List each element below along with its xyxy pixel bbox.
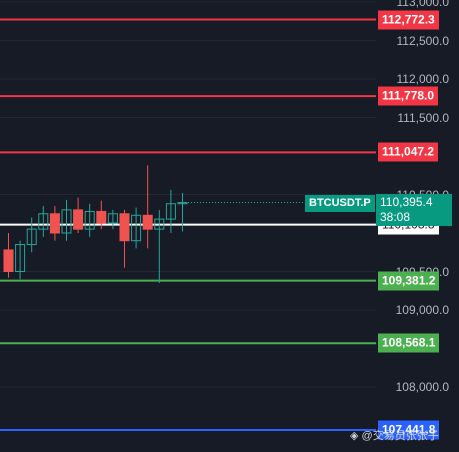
candle-up[interactable] xyxy=(61,209,72,234)
candle-up[interactable] xyxy=(26,228,37,246)
price-tick-label: 108,000.0 xyxy=(395,380,449,394)
chart-area[interactable] xyxy=(0,0,376,452)
candle-up[interactable] xyxy=(107,213,118,224)
candle-down[interactable] xyxy=(73,209,84,230)
level-price-tag: 109,381.2 xyxy=(378,271,440,291)
symbol-label: BTCUSDT.P xyxy=(305,195,375,212)
price-axis[interactable]: 113,000.0 112,500.0 112,000.0 111,500.0 110,… xyxy=(376,0,459,452)
price-tick-label: 113,000.0 xyxy=(396,0,450,9)
candle-down[interactable] xyxy=(96,210,107,224)
candle-down[interactable] xyxy=(119,213,130,242)
level-price-tag: 111,047.2 xyxy=(378,142,439,162)
candle-down[interactable] xyxy=(49,213,60,234)
candle-down[interactable] xyxy=(3,249,14,273)
current-price-value: 110,395.4 xyxy=(380,195,433,209)
watermark: ◈ @交易员张张子 xyxy=(350,427,439,443)
diamond-icon: ◈ xyxy=(350,430,359,442)
candle-countdown: 38:08 xyxy=(380,210,411,224)
price-tick-label: 109,000.0 xyxy=(395,303,449,317)
candle-up[interactable] xyxy=(131,214,142,242)
level-price-tag: 108,568.1 xyxy=(378,333,440,353)
price-tick-label: 112,500.0 xyxy=(396,33,450,48)
candle-up[interactable] xyxy=(15,244,26,273)
level-price-tag: 111,778.0 xyxy=(378,86,439,106)
candle-up[interactable] xyxy=(165,203,176,220)
price-tick-label: 112,000.0 xyxy=(396,72,450,86)
candle-up[interactable] xyxy=(177,202,188,205)
candlestick-chart[interactable] xyxy=(0,0,376,452)
price-tick-label: 111,500.0 xyxy=(397,110,449,125)
level-price-tag: 112,772.3 xyxy=(378,10,439,30)
current-price-box: 110,395.4 38:08 xyxy=(376,194,452,226)
candle-down[interactable] xyxy=(142,214,153,230)
level-price-tag: 107,441.8 xyxy=(378,420,440,440)
candle-up[interactable] xyxy=(38,213,49,230)
watermark-text: @交易员张张子 xyxy=(361,430,439,442)
candle-up[interactable] xyxy=(154,218,165,230)
candle-up[interactable] xyxy=(84,210,95,230)
